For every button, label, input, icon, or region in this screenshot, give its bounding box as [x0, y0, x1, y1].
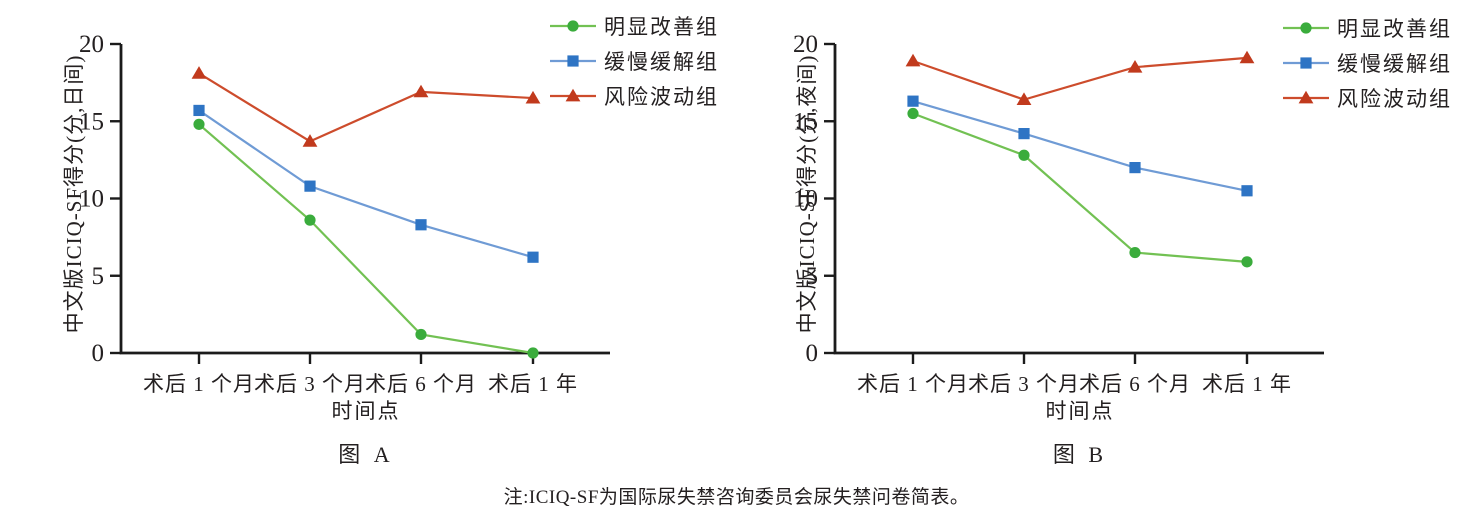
- data-point-marker-circle: [907, 107, 919, 120]
- x-axis-title-a: 时间点: [331, 399, 401, 423]
- data-point-marker-triangle: [1016, 92, 1032, 106]
- legend-item: 缓慢缓解组: [1283, 45, 1452, 80]
- data-point-marker-circle: [1129, 246, 1141, 259]
- chart-legend-a: 明显改善组缓慢缓解组风险波动组: [550, 8, 719, 113]
- data-point-marker-triangle: [413, 84, 429, 98]
- data-point-marker-square: [415, 219, 427, 231]
- legend-label: 明显改善组: [1337, 16, 1452, 41]
- axis-lines: [119, 44, 610, 355]
- data-point-marker-circle: [1018, 149, 1030, 161]
- axis-lines: [833, 44, 1324, 355]
- legend-triangle-icon: [550, 88, 596, 101]
- data-point-marker-triangle: [1298, 90, 1314, 103]
- legend-item: 风险波动组: [550, 78, 719, 113]
- series-line: [912, 100, 1248, 192]
- panel-caption-a: 图 A: [338, 442, 394, 467]
- x-tick-label: 术后 3 个月: [254, 372, 366, 396]
- data-point-marker-square: [567, 54, 579, 67]
- data-point-marker-circle: [1300, 21, 1312, 34]
- data-point-marker-circle: [415, 328, 427, 341]
- x-tick-label: 术后 6 个月: [1079, 372, 1191, 396]
- data-point-marker-square: [527, 251, 539, 263]
- data-point-marker-triangle: [525, 90, 541, 104]
- legend-square-icon: [1283, 56, 1329, 69]
- legend-label: 风险波动组: [1337, 86, 1452, 111]
- x-axis-title-b: 时间点: [1045, 399, 1115, 423]
- series-line: [198, 123, 534, 355]
- y-tick-label: 20: [793, 31, 818, 58]
- y-tick-label: 10: [793, 186, 818, 213]
- line-chart-a: 0 5 10 15 20 术后 1 个月 术后 3 个月 术后 6 个月 术后 1 年: [79, 31, 610, 396]
- legend-item: 明显改善组: [550, 8, 719, 43]
- data-point-marker-square: [1241, 185, 1253, 197]
- data-point-marker-square: [1300, 56, 1312, 69]
- data-point-marker-circle: [193, 118, 205, 130]
- data-point-marker-triangle: [1239, 50, 1255, 64]
- legend-label: 明显改善组: [604, 14, 719, 39]
- legend-label: 风险波动组: [604, 84, 719, 109]
- data-point-marker-square: [1018, 128, 1030, 140]
- y-tick-label: 5: [92, 263, 105, 290]
- data-point-marker-triangle: [905, 53, 921, 67]
- data-point-marker-triangle: [191, 66, 207, 79]
- x-tick-label: 术后 1 年: [1202, 372, 1292, 396]
- x-tick-label: 术后 1 年: [488, 372, 578, 396]
- data-point-marker-circle: [304, 214, 316, 226]
- data-point-marker-circle: [1241, 256, 1253, 268]
- x-tick-label: 术后 1 个月: [857, 372, 969, 396]
- legend-circle-icon: [1283, 21, 1329, 34]
- data-point-marker-circle: [567, 19, 579, 32]
- data-point-marker-square: [1129, 162, 1141, 174]
- x-tick-label: 术后 3 个月: [968, 372, 1080, 396]
- x-tick-label: 术后 6 个月: [365, 372, 477, 396]
- legend-item: 风险波动组: [1283, 80, 1452, 115]
- figure-note: 注:ICIQ-SF为国际尿失禁咨询委员会尿失禁问卷简表。: [503, 487, 970, 508]
- series-line: [912, 56, 1248, 101]
- chart-legend-b: 明显改善组缓慢缓解组风险波动组: [1283, 10, 1452, 115]
- data-point-marker-triangle: [565, 88, 581, 101]
- y-tick-label: 20: [79, 31, 104, 58]
- legend-triangle-icon: [1283, 90, 1329, 103]
- data-point-marker-triangle: [302, 134, 318, 147]
- series-line: [198, 109, 534, 259]
- x-tick-label: 术后 1 个月: [143, 372, 255, 396]
- line-chart-b: 0 5 10 15 20 术后 1 个月 术后 3 个月 术后 6 个月 术后 1 年: [793, 31, 1324, 396]
- data-point-marker-square: [193, 104, 205, 117]
- series-line: [912, 112, 1248, 263]
- y-tick-label: 5: [806, 263, 819, 290]
- data-point-marker-circle: [527, 347, 539, 359]
- data-point-marker-square: [304, 180, 316, 192]
- y-tick-label: 0: [806, 340, 819, 367]
- legend-label: 缓慢缓解组: [1337, 51, 1452, 76]
- y-tick-label: 15: [793, 108, 818, 135]
- series-line: [198, 72, 534, 143]
- data-point-marker-square: [907, 95, 919, 107]
- y-tick-label: 15: [79, 108, 104, 135]
- panel-caption-b: 图 B: [1052, 442, 1108, 467]
- y-tick-label: 0: [92, 340, 105, 367]
- y-tick-label: 10: [79, 186, 104, 213]
- legend-item: 缓慢缓解组: [550, 43, 719, 78]
- legend-item: 明显改善组: [1283, 10, 1452, 45]
- legend-square-icon: [550, 54, 596, 67]
- legend-label: 缓慢缓解组: [604, 49, 719, 74]
- data-point-marker-triangle: [1127, 59, 1143, 73]
- legend-circle-icon: [550, 19, 596, 32]
